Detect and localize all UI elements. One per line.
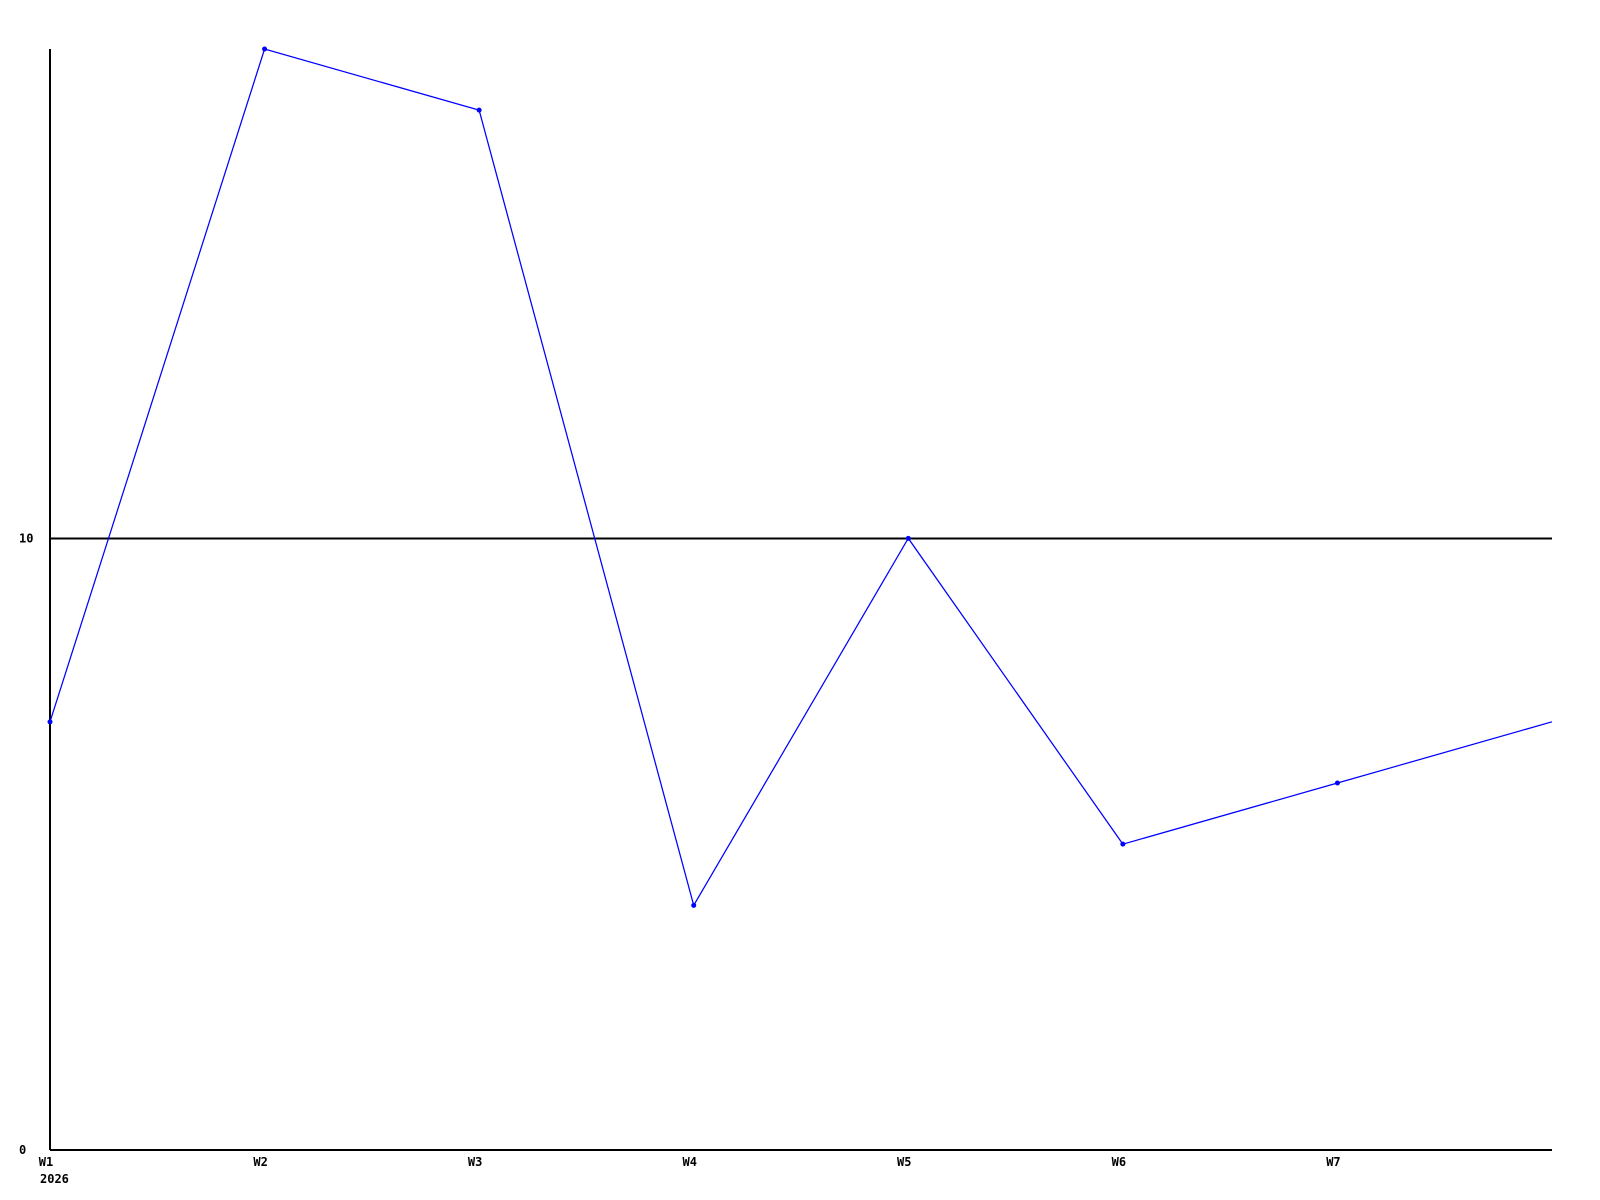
- y-tick-label: 0: [19, 1143, 26, 1157]
- x-tick-label: W4: [682, 1155, 696, 1169]
- data-point-marker: [262, 46, 268, 52]
- y-tick-label: 10: [19, 531, 33, 545]
- data-point-marker: [1120, 841, 1126, 847]
- x-tick-label: W1: [39, 1155, 53, 1169]
- data-point-marker: [905, 535, 911, 541]
- series-line: [49, 48, 1553, 907]
- x-tick-label: W3: [468, 1155, 482, 1169]
- x-tick-label: W2: [253, 1155, 267, 1169]
- x-tick-label: W6: [1112, 1155, 1126, 1169]
- data-point-marker: [476, 107, 482, 113]
- data-point-marker: [1334, 780, 1340, 786]
- data-point-marker: [691, 902, 697, 908]
- x-tick-label: W7: [1326, 1155, 1340, 1169]
- x-tick-label: W5: [897, 1155, 911, 1169]
- data-point-marker: [47, 719, 53, 725]
- year-label: 2026: [40, 1172, 69, 1186]
